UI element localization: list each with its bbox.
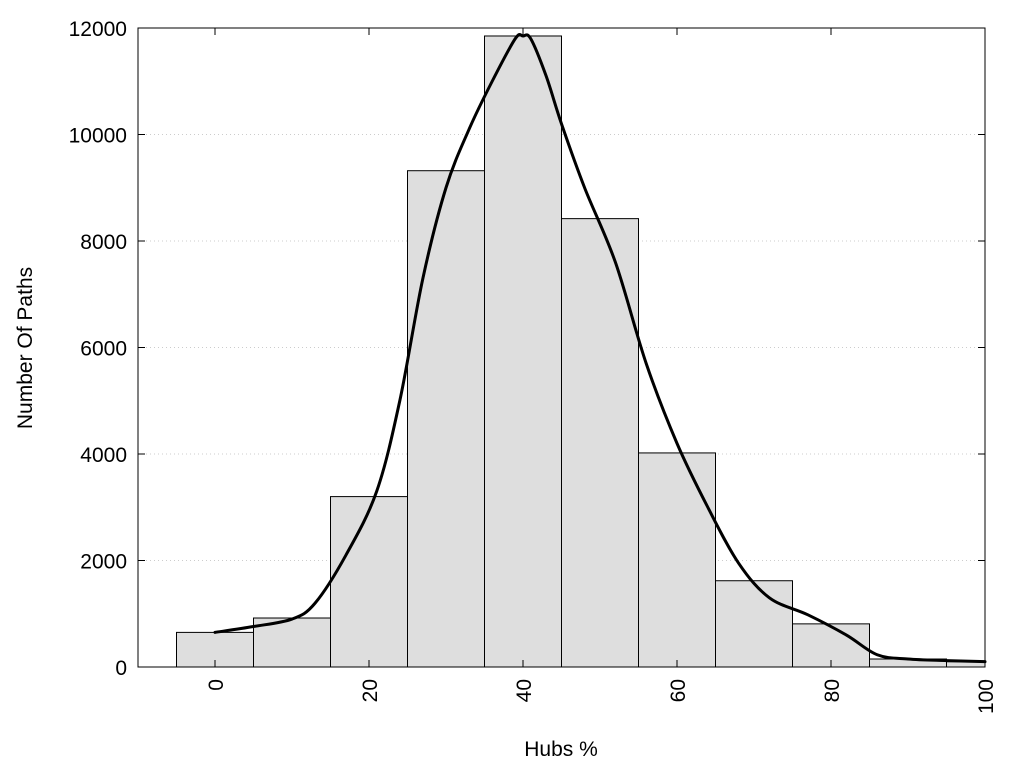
y-tick-label: 10000 xyxy=(69,125,127,148)
histogram-bars xyxy=(176,35,986,668)
x-tick-label: 80 xyxy=(821,679,844,702)
density-curve-layer xyxy=(213,32,987,664)
x-tick-label: 20 xyxy=(359,679,382,702)
x-tick-label: 40 xyxy=(513,679,536,702)
y-tick-label: 12000 xyxy=(69,18,127,41)
y-tick-label: 8000 xyxy=(80,231,127,254)
x-tick-label: 0 xyxy=(205,679,228,691)
axis-ticks: 0 2000 4000 6000 8000 10000 12000 0 20 40 60 80 100 xyxy=(69,18,998,714)
y-tick-label: 0 xyxy=(115,657,127,680)
histogram-bar xyxy=(330,496,408,668)
y-axis-label: Number Of Paths xyxy=(14,267,37,429)
histogram-bar xyxy=(407,170,485,668)
y-tick-label: 6000 xyxy=(80,338,127,361)
x-tick-label: 60 xyxy=(667,679,690,702)
histogram-bar xyxy=(792,623,870,668)
histogram-bar xyxy=(638,452,716,668)
histogram-bar xyxy=(715,580,793,668)
histogram-bar xyxy=(484,35,562,668)
density-curve xyxy=(213,32,987,664)
x-axis-label: Hubs % xyxy=(524,738,598,761)
histogram-bar xyxy=(561,218,639,668)
y-tick-label: 4000 xyxy=(80,444,127,467)
y-tick-label: 2000 xyxy=(80,551,127,574)
x-tick-label: 100 xyxy=(975,679,998,714)
histogram-bar xyxy=(253,617,331,668)
